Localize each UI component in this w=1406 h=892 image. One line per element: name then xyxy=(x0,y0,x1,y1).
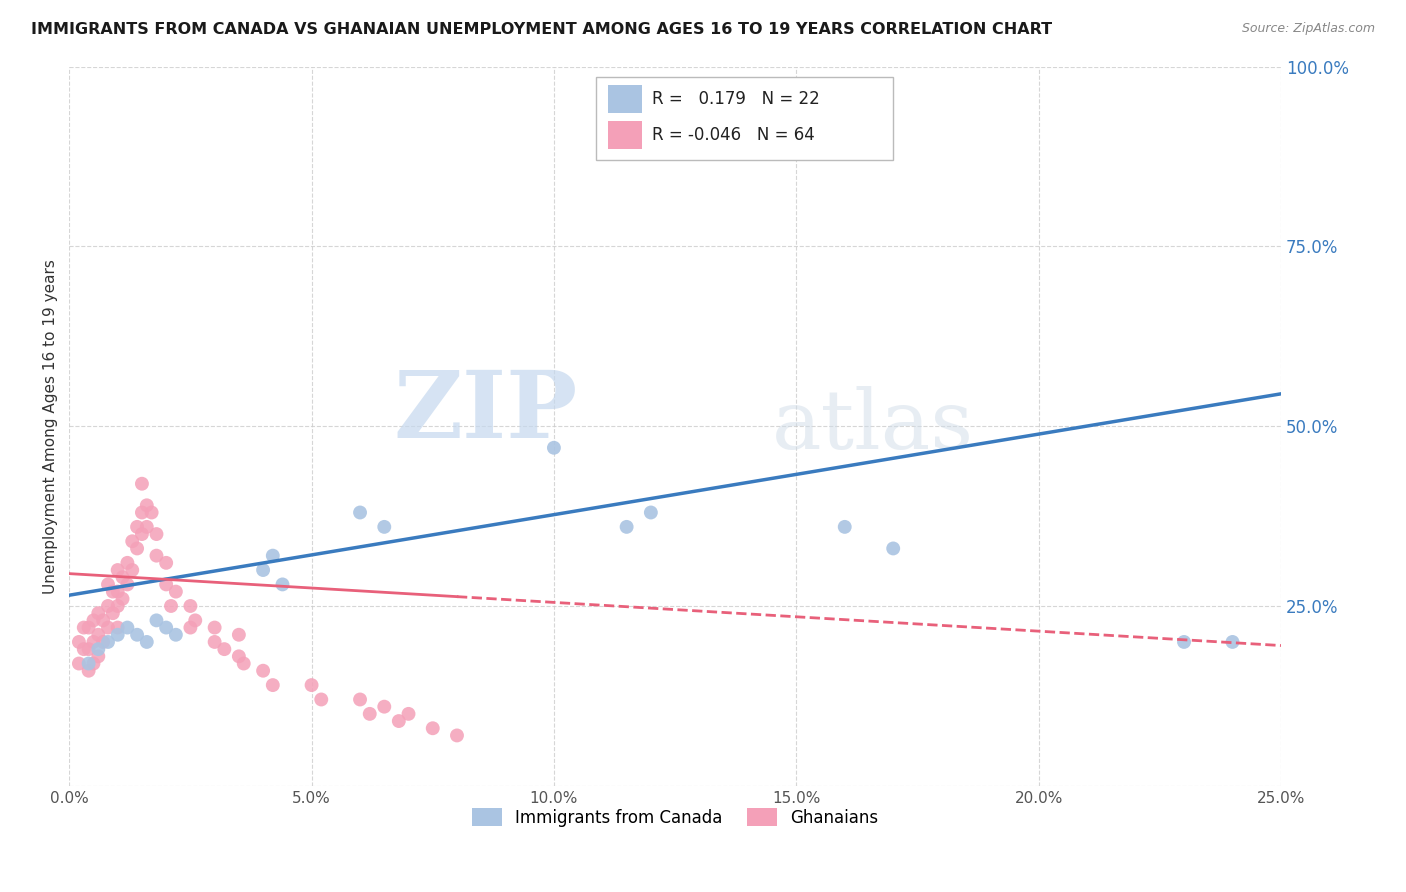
Point xyxy=(121,534,143,549)
Point xyxy=(228,649,250,664)
Point xyxy=(101,606,124,620)
Point xyxy=(117,577,139,591)
Point xyxy=(107,599,129,613)
Point xyxy=(117,556,139,570)
Point xyxy=(155,556,177,570)
Legend: Immigrants from Canada, Ghanaians: Immigrants from Canada, Ghanaians xyxy=(463,800,887,835)
Point xyxy=(87,649,110,664)
Point xyxy=(204,621,226,635)
Point xyxy=(252,563,274,577)
Point xyxy=(422,721,444,735)
Point xyxy=(97,577,120,591)
Point xyxy=(111,591,134,606)
Point xyxy=(1222,635,1244,649)
Point xyxy=(127,541,149,556)
Point xyxy=(155,621,177,635)
Point xyxy=(101,584,124,599)
Point xyxy=(373,699,395,714)
Point xyxy=(107,584,129,599)
Point xyxy=(107,628,129,642)
Point xyxy=(77,642,100,657)
Point xyxy=(82,613,104,627)
Point xyxy=(117,621,139,635)
Point xyxy=(388,714,411,728)
Point xyxy=(135,498,157,512)
Point xyxy=(131,527,153,541)
Point xyxy=(398,706,420,721)
Y-axis label: Unemployment Among Ages 16 to 19 years: Unemployment Among Ages 16 to 19 years xyxy=(44,259,58,594)
FancyBboxPatch shape xyxy=(609,120,643,149)
Point xyxy=(179,621,201,635)
Point xyxy=(141,506,163,520)
Text: R =   0.179   N = 22: R = 0.179 N = 22 xyxy=(652,90,820,108)
Text: R = -0.046   N = 64: R = -0.046 N = 64 xyxy=(652,126,815,144)
Point xyxy=(1173,635,1195,649)
Point xyxy=(349,506,371,520)
Point xyxy=(73,642,96,657)
Point xyxy=(232,657,254,671)
Point xyxy=(309,692,332,706)
Point xyxy=(82,635,104,649)
Point xyxy=(77,657,100,671)
FancyBboxPatch shape xyxy=(596,78,893,160)
Point xyxy=(82,657,104,671)
Text: ZIP: ZIP xyxy=(394,367,578,457)
Point xyxy=(834,520,856,534)
Point xyxy=(67,635,90,649)
Point xyxy=(165,584,187,599)
Point xyxy=(373,520,395,534)
Point xyxy=(262,549,284,563)
Point xyxy=(145,549,167,563)
Point xyxy=(67,657,90,671)
Point xyxy=(301,678,323,692)
Point xyxy=(155,577,177,591)
Point xyxy=(359,706,381,721)
Point xyxy=(87,606,110,620)
Point xyxy=(135,520,157,534)
Point xyxy=(640,506,662,520)
Point xyxy=(127,628,149,642)
Text: IMMIGRANTS FROM CANADA VS GHANAIAN UNEMPLOYMENT AMONG AGES 16 TO 19 YEARS CORREL: IMMIGRANTS FROM CANADA VS GHANAIAN UNEMP… xyxy=(31,22,1052,37)
Point xyxy=(87,628,110,642)
Point xyxy=(107,563,129,577)
Point xyxy=(252,664,274,678)
Point xyxy=(97,635,120,649)
Point xyxy=(97,599,120,613)
Point xyxy=(446,728,468,742)
Point xyxy=(91,613,114,627)
Point xyxy=(97,621,120,635)
Point xyxy=(349,692,371,706)
Point xyxy=(145,527,167,541)
Point xyxy=(77,664,100,678)
Point xyxy=(204,635,226,649)
Text: atlas: atlas xyxy=(772,386,974,467)
Point xyxy=(543,441,565,455)
Point xyxy=(135,635,157,649)
Point xyxy=(271,577,294,591)
Point xyxy=(160,599,183,613)
Text: Source: ZipAtlas.com: Source: ZipAtlas.com xyxy=(1241,22,1375,36)
Point xyxy=(73,621,96,635)
Point xyxy=(87,642,110,657)
Point xyxy=(107,621,129,635)
Point xyxy=(165,628,187,642)
Point xyxy=(882,541,904,556)
Point xyxy=(131,476,153,491)
Point xyxy=(179,599,201,613)
Point xyxy=(111,570,134,584)
Point xyxy=(131,506,153,520)
Point xyxy=(616,520,638,534)
Point xyxy=(228,628,250,642)
Point xyxy=(127,520,149,534)
Point xyxy=(184,613,207,627)
Point xyxy=(262,678,284,692)
Point xyxy=(77,621,100,635)
Point xyxy=(121,563,143,577)
FancyBboxPatch shape xyxy=(609,85,643,113)
Point xyxy=(145,613,167,627)
Point xyxy=(91,635,114,649)
Point xyxy=(214,642,236,657)
